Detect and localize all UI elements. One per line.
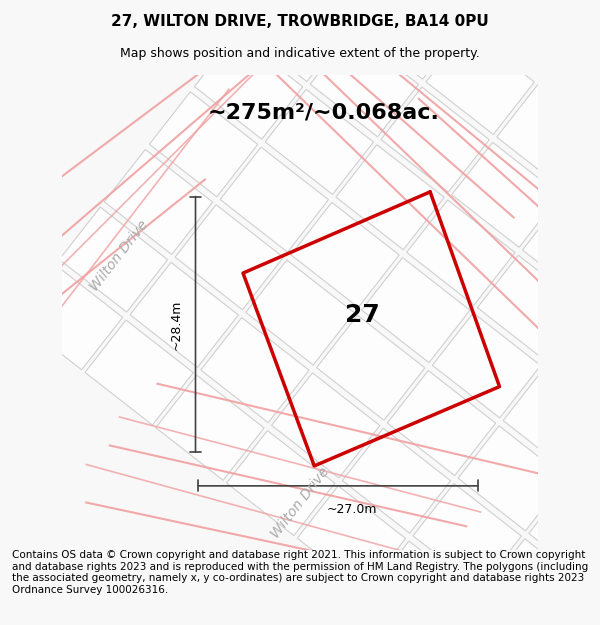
Polygon shape — [310, 32, 419, 137]
Polygon shape — [407, 200, 515, 305]
Polygon shape — [156, 375, 264, 480]
Polygon shape — [342, 428, 451, 533]
Polygon shape — [149, 92, 258, 197]
Polygon shape — [388, 371, 496, 476]
Polygon shape — [336, 145, 444, 250]
Text: 27: 27 — [345, 303, 380, 327]
Polygon shape — [14, 265, 122, 370]
Polygon shape — [368, 541, 476, 625]
Polygon shape — [433, 313, 541, 418]
Polygon shape — [439, 596, 547, 625]
Polygon shape — [362, 258, 470, 362]
Text: 27, WILTON DRIVE, TROWBRIDGE, BA14 0PU: 27, WILTON DRIVE, TROWBRIDGE, BA14 0PU — [111, 14, 489, 29]
Text: ~28.4m: ~28.4m — [170, 299, 183, 349]
Polygon shape — [593, 253, 600, 358]
Polygon shape — [246, 260, 354, 365]
Polygon shape — [574, 423, 600, 529]
Text: Wilton Drive: Wilton Drive — [88, 217, 151, 294]
Polygon shape — [201, 318, 309, 422]
Polygon shape — [220, 147, 328, 252]
Polygon shape — [497, 84, 600, 190]
Polygon shape — [523, 198, 600, 302]
Polygon shape — [317, 315, 425, 420]
Text: Map shows position and indicative extent of the property.: Map shows position and indicative extent… — [120, 48, 480, 61]
Polygon shape — [265, 89, 373, 194]
Polygon shape — [452, 142, 560, 248]
Text: ~275m²/~0.068ac.: ~275m²/~0.068ac. — [208, 103, 440, 123]
Polygon shape — [568, 140, 600, 245]
Polygon shape — [426, 29, 535, 134]
Polygon shape — [272, 373, 380, 478]
Polygon shape — [478, 255, 586, 360]
Polygon shape — [175, 205, 283, 310]
Polygon shape — [85, 320, 193, 425]
Polygon shape — [297, 486, 406, 591]
Polygon shape — [413, 483, 521, 589]
Polygon shape — [381, 87, 489, 192]
Polygon shape — [355, 0, 464, 79]
Polygon shape — [284, 0, 393, 24]
Text: Contains OS data © Crown copyright and database right 2021. This information is : Contains OS data © Crown copyright and d… — [12, 550, 588, 595]
Text: ~27.0m: ~27.0m — [327, 503, 377, 516]
Polygon shape — [484, 539, 592, 625]
Polygon shape — [503, 368, 600, 473]
Polygon shape — [227, 431, 335, 536]
Polygon shape — [239, 0, 348, 81]
Polygon shape — [548, 311, 600, 416]
Polygon shape — [529, 481, 600, 586]
Polygon shape — [104, 149, 212, 254]
Text: Wilton Drive: Wilton Drive — [268, 464, 332, 541]
Polygon shape — [130, 262, 238, 368]
Polygon shape — [291, 202, 399, 308]
Polygon shape — [458, 426, 566, 531]
Polygon shape — [194, 34, 303, 139]
Polygon shape — [59, 207, 167, 312]
